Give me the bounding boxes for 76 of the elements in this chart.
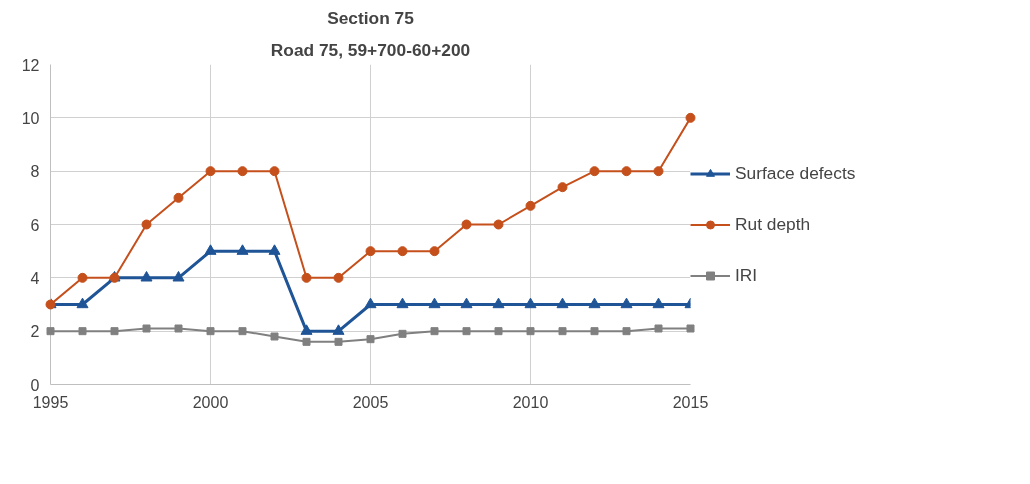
point [205, 166, 216, 177]
point [558, 327, 567, 336]
y-tick-label: 0 [30, 376, 40, 394]
point [525, 200, 536, 211]
legend-label: Rut depth [735, 213, 811, 235]
point [461, 219, 472, 230]
x-tick-label: 2015 [672, 393, 709, 411]
legend-label: Surface defects [735, 162, 856, 184]
point [462, 327, 471, 336]
point [526, 327, 535, 336]
point [622, 327, 631, 336]
chart-subtitle: Road 75, 59+700-60+200 [270, 39, 471, 60]
point [301, 272, 312, 283]
point [236, 244, 249, 255]
y-tick-label: 2 [30, 323, 40, 341]
point [589, 166, 600, 177]
y-tick-label: 10 [21, 109, 40, 127]
point [333, 272, 344, 283]
chart-title: Section 75 [327, 7, 415, 28]
point [492, 297, 505, 309]
point [45, 299, 56, 310]
point [430, 327, 439, 336]
point [397, 246, 408, 257]
point [302, 337, 311, 346]
point [206, 327, 215, 336]
point [237, 166, 248, 177]
x-tick-label: 2010 [512, 393, 549, 411]
point [110, 327, 119, 336]
point [654, 324, 663, 333]
point [556, 297, 569, 309]
point [142, 324, 151, 333]
point [174, 324, 183, 333]
point [268, 244, 281, 255]
legend-label: IRI [735, 264, 758, 286]
point [366, 335, 375, 344]
point [428, 297, 441, 309]
point [493, 219, 504, 230]
y-tick-label: 12 [21, 56, 40, 74]
point [460, 297, 473, 309]
point [334, 337, 343, 346]
x-tick-label: 2005 [352, 393, 389, 411]
x-tick-label: 2000 [192, 393, 229, 411]
point [141, 219, 152, 230]
point [270, 332, 279, 341]
point [238, 327, 247, 336]
point [269, 166, 280, 177]
point [621, 166, 632, 177]
y-tick-label: 8 [30, 163, 40, 181]
point [398, 329, 407, 338]
point [686, 324, 695, 333]
point [653, 166, 664, 177]
point [76, 297, 89, 309]
point [588, 297, 601, 309]
point [46, 327, 55, 336]
point [140, 270, 153, 282]
point [590, 327, 599, 336]
point [524, 297, 537, 309]
point [77, 272, 88, 283]
point [396, 297, 409, 309]
point [685, 112, 696, 123]
point [172, 270, 185, 282]
point [429, 246, 440, 257]
point [652, 297, 665, 309]
point [557, 182, 568, 193]
point [620, 297, 633, 309]
y-tick-label: 6 [30, 216, 40, 234]
point [300, 324, 313, 335]
x-tick-label: 1995 [32, 393, 69, 411]
y-tick-label: 4 [30, 269, 40, 287]
point [204, 244, 217, 255]
point [332, 324, 345, 335]
point [78, 327, 87, 336]
point [173, 192, 184, 203]
point [494, 327, 503, 336]
point [364, 297, 377, 309]
point [365, 246, 376, 257]
